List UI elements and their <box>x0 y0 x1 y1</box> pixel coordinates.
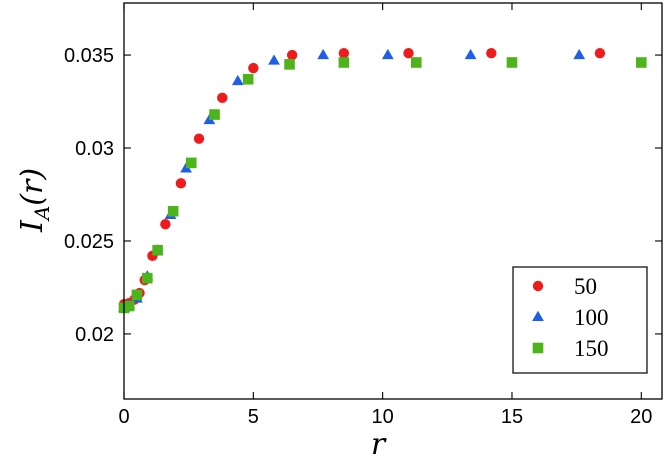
data-point-square <box>636 57 647 68</box>
data-point-circle <box>286 49 298 61</box>
data-point-square <box>141 272 153 284</box>
data-point-square <box>167 205 179 217</box>
y-axis-title-base: I <box>15 219 50 233</box>
data-point-circle <box>338 47 350 59</box>
x-tick-label: 10 <box>372 406 394 428</box>
x-tick-labels: 0 5 10 15 20 <box>118 406 652 428</box>
data-point-square <box>410 57 422 68</box>
legend-label: 100 <box>574 305 609 330</box>
legend-marker-circle <box>532 280 544 292</box>
y-tick-labels: 0.02 0.025 0.03 0.035 <box>64 45 114 346</box>
axis-ticks <box>123 3 662 399</box>
data-point-square <box>506 57 518 68</box>
data-point-circle <box>217 92 228 104</box>
data-point-triangle <box>573 48 586 60</box>
data-points <box>118 47 647 314</box>
data-point-circle <box>486 47 497 59</box>
svg-text:IA(r): IA(r) <box>15 168 54 233</box>
data-point-triangle <box>381 48 394 60</box>
data-point-square <box>123 300 135 312</box>
y-axis-title: IA(r) <box>15 168 54 233</box>
legend-marker-square <box>532 342 544 354</box>
data-point-square <box>338 57 350 68</box>
legend-label: 150 <box>574 336 609 361</box>
legend-label: 50 <box>574 274 597 299</box>
legend: 50 100 150 <box>512 266 648 374</box>
data-point-circle <box>160 219 171 230</box>
y-axis-title-subscript: A <box>30 206 54 222</box>
data-point-square <box>242 73 254 85</box>
x-tick-label: 15 <box>501 406 523 428</box>
data-point-square <box>131 289 143 301</box>
y-axis-title-argument: (r) <box>15 168 50 206</box>
data-point-triangle <box>268 54 280 65</box>
data-point-circle <box>594 47 606 59</box>
plot-frame <box>123 2 663 400</box>
data-point-triangle <box>464 48 477 60</box>
data-point-square <box>284 59 295 70</box>
x-axis-title: r <box>371 427 387 461</box>
y-tick-label: 0.035 <box>64 45 114 67</box>
data-point-circle <box>403 47 414 59</box>
data-point-square <box>152 244 163 256</box>
data-point-square <box>209 109 220 120</box>
x-tick-label: 20 <box>630 406 652 428</box>
legend-entries: 50 100 150 <box>532 274 609 361</box>
data-point-triangle <box>317 48 330 60</box>
data-point-circle <box>248 62 259 74</box>
data-point-square <box>185 157 197 169</box>
data-point-circle <box>175 178 187 189</box>
x-tick-label: 5 <box>248 406 259 428</box>
legend-marker-triangle <box>532 310 544 322</box>
data-point-circle <box>193 133 205 144</box>
y-tick-label: 0.02 <box>75 324 114 346</box>
x-tick-label: 0 <box>118 406 129 428</box>
y-tick-label: 0.025 <box>64 231 114 253</box>
data-point-triangle <box>231 74 244 86</box>
y-tick-label: 0.03 <box>75 138 114 160</box>
